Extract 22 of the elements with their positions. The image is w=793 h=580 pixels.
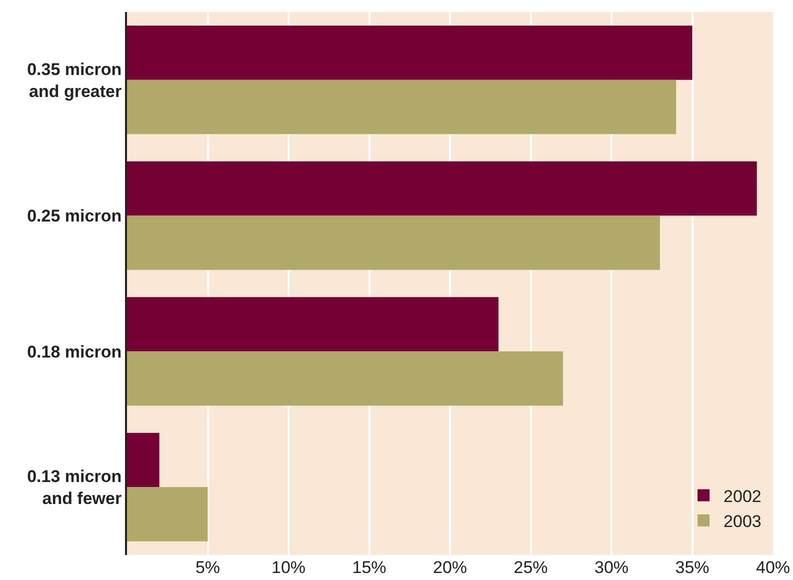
x-tick-label: 30% (594, 558, 629, 577)
bar (127, 432, 160, 488)
y-tick-label: 0.35 micron and greater (27, 60, 122, 101)
bar (127, 216, 660, 270)
bar (127, 297, 498, 352)
y-tick-label: 0.25 micron (27, 206, 122, 226)
bar (127, 161, 757, 216)
x-tick-label: 10% (271, 558, 306, 577)
x-tick-label: 35% (675, 558, 710, 577)
y-tick-label: 0.13 micron and fewer (27, 467, 122, 508)
bar (127, 26, 692, 80)
legend-label: 2002 (724, 486, 762, 506)
y-tick-label: 0.18 micron (27, 342, 122, 362)
bar (127, 351, 564, 406)
x-tick-label: 40% (756, 558, 790, 577)
x-tick-label: 20% (432, 558, 468, 577)
bar (127, 487, 208, 542)
legend-label: 2003 (724, 512, 762, 531)
x-tick-label: 25% (514, 558, 548, 577)
bar (127, 80, 676, 134)
x-tick-label: 15% (352, 558, 386, 577)
x-tick-label: 5% (195, 558, 220, 577)
